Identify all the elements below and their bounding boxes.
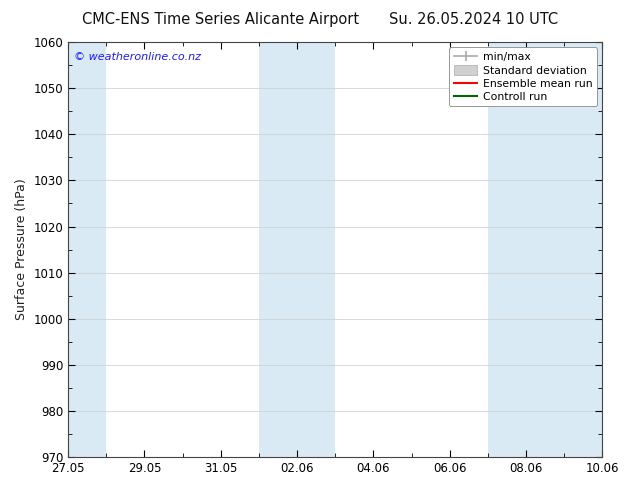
Bar (259, 42, 335, 457)
Legend: min/max, Standard deviation, Ensemble mean run, Controll run: min/max, Standard deviation, Ensemble me… (450, 48, 597, 106)
Text: Su. 26.05.2024 10 UTC: Su. 26.05.2024 10 UTC (389, 12, 558, 27)
Y-axis label: Surface Pressure (hPa): Surface Pressure (hPa) (15, 179, 28, 320)
Bar (488, 42, 564, 457)
Bar (564, 42, 602, 457)
Text: CMC-ENS Time Series Alicante Airport: CMC-ENS Time Series Alicante Airport (82, 12, 359, 27)
Text: © weatheronline.co.nz: © weatheronline.co.nz (74, 52, 200, 62)
Bar (68, 42, 107, 457)
